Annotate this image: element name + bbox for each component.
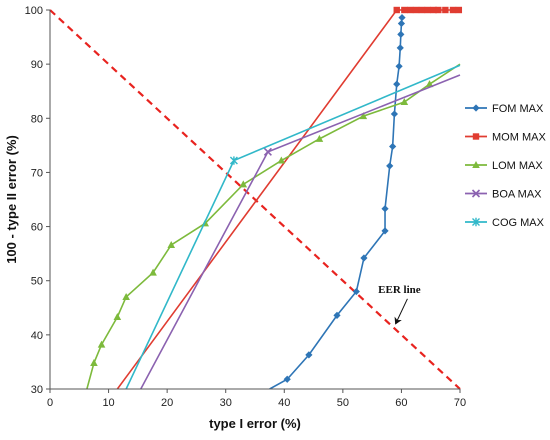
y-tick-label: 40 — [31, 330, 43, 342]
data-point — [352, 287, 360, 296]
data-point — [418, 6, 426, 14]
x-tick-label: 0 — [47, 397, 53, 409]
data-point — [424, 6, 431, 14]
series-line — [86, 63, 461, 389]
data-point — [400, 98, 409, 106]
data-point — [149, 268, 157, 276]
data-point — [389, 142, 397, 151]
y-tick-label: 50 — [31, 276, 43, 288]
x-tick-label: 50 — [337, 397, 349, 409]
legend-item-fom-max: FOM MAX — [465, 103, 544, 115]
data-point — [455, 6, 463, 14]
legend-item-mom-max: MOM MAX — [465, 132, 546, 144]
data-point — [229, 156, 238, 165]
data-point — [239, 180, 248, 188]
x-tick-label: 20 — [161, 397, 173, 409]
data-point — [401, 6, 408, 14]
data-point — [393, 6, 400, 14]
data-point — [122, 292, 130, 300]
series-line — [116, 9, 459, 389]
series-fom-max — [269, 13, 406, 389]
y-axis-title: 100 - type II error (%) — [4, 135, 19, 264]
y-tick-label: 30 — [31, 384, 43, 396]
legend-label: MOM MAX — [492, 132, 546, 144]
data-point — [471, 189, 481, 198]
data-point — [333, 311, 341, 319]
y-tick-label: 70 — [31, 167, 43, 179]
eer-arrow — [394, 298, 408, 325]
data-point — [315, 134, 324, 142]
data-point — [472, 104, 480, 112]
legend-item-lom-max: LOM MAX — [465, 160, 543, 172]
legend-item-boa-max: BOA MAX — [465, 189, 542, 201]
data-point — [407, 6, 414, 14]
x-axis-title: type I error (%) — [209, 416, 301, 431]
series-line — [140, 74, 461, 389]
series-cog-max — [125, 64, 461, 389]
data-point — [113, 312, 122, 320]
legend-label: LOM MAX — [492, 160, 543, 172]
data-point — [396, 44, 404, 52]
data-point — [263, 147, 272, 156]
data-point — [90, 359, 98, 367]
series-boa-max — [140, 74, 461, 389]
data-point — [277, 156, 286, 164]
data-point — [390, 110, 398, 118]
data-point — [360, 254, 368, 262]
series-lom-max — [86, 63, 461, 389]
data-point — [435, 6, 442, 14]
data-point — [381, 227, 389, 235]
data-point — [412, 6, 420, 14]
data-point — [430, 6, 437, 14]
eer-layer — [49, 9, 461, 390]
legend: FOM MAX MOM MAX LOM MAX BOA MAX COG MAX — [465, 103, 546, 229]
x-tick-label: 10 — [102, 397, 114, 409]
series-line — [125, 64, 461, 389]
data-point — [472, 133, 480, 140]
data-point — [425, 80, 434, 88]
series-mom-max — [116, 6, 463, 389]
y-tick-label: 90 — [31, 59, 43, 71]
x-tick-label: 40 — [278, 397, 290, 409]
data-point — [472, 217, 480, 227]
legend-label: BOA MAX — [492, 189, 542, 201]
y-tick-label: 60 — [31, 222, 43, 234]
data-point — [305, 351, 313, 359]
data-point — [442, 6, 449, 14]
eer-label: EER line — [378, 284, 421, 296]
legend-label: FOM MAX — [492, 103, 544, 115]
data-point — [97, 340, 106, 348]
eer-line — [49, 9, 461, 390]
y-tick-label: 80 — [31, 113, 43, 125]
axes-layer: 0 10 20 30 40 50 60 70 30 40 50 60 70 80 90 100 EER line — [25, 5, 466, 409]
data-point — [449, 6, 457, 14]
data-point — [397, 19, 406, 28]
data-point — [395, 62, 403, 70]
x-tick-label: 60 — [395, 397, 407, 409]
data-point — [283, 375, 291, 383]
data-point — [472, 161, 480, 168]
y-tick-label: 100 — [25, 5, 43, 17]
data-point — [393, 80, 401, 88]
series-layer — [86, 6, 463, 389]
data-point — [398, 13, 406, 22]
legend-item-cog-max: COG MAX — [465, 217, 545, 229]
x-tick-label: 30 — [220, 397, 232, 409]
data-point — [359, 112, 368, 120]
data-point — [381, 205, 389, 213]
data-point — [397, 30, 405, 38]
data-point — [386, 162, 394, 170]
series-line — [269, 17, 403, 389]
data-point — [167, 240, 176, 248]
x-tick-label: 70 — [454, 397, 466, 409]
legend-label: COG MAX — [492, 217, 545, 229]
